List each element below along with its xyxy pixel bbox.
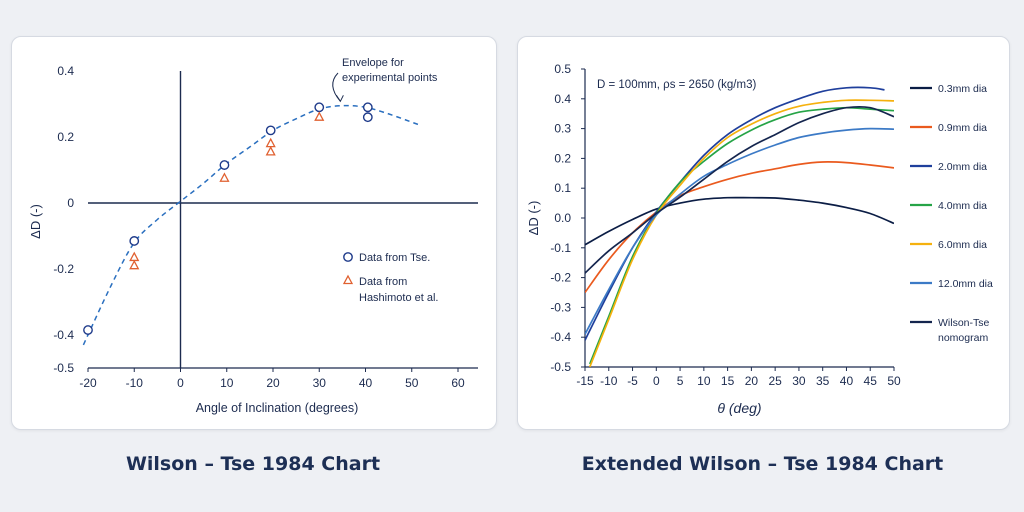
- x-tick-label: 50: [887, 374, 901, 388]
- y-tick-label: 0: [67, 196, 74, 210]
- x-tick-label: 40: [359, 376, 373, 390]
- x-tick-label: 30: [313, 376, 327, 390]
- tse-data-point: [83, 325, 93, 335]
- y-axis-label: ΔD (-): [526, 201, 541, 236]
- x-tick-label: 40: [840, 374, 854, 388]
- legend-label: 12.0mm dia: [938, 278, 993, 290]
- y-tick-label: -0.4: [550, 330, 571, 344]
- hashimoto-data-point: [265, 145, 276, 156]
- hashimoto-data-point: [265, 137, 276, 148]
- y-tick-label: 0.5: [554, 62, 571, 76]
- wilson-tse-chart-panel: -20 -10 0 10 20 30 40 50 60 0.4 0.2 0 -0.2 -0.4 -0.5 An…: [11, 36, 497, 430]
- y-tick-label: 0.1: [554, 181, 571, 195]
- x-tick-label: 45: [864, 374, 878, 388]
- tse-data-point: [362, 102, 373, 113]
- y-tick-label: 0.2: [57, 130, 74, 144]
- x-axis-label: Angle of Inclination (degrees): [196, 401, 359, 415]
- envelope-curve: [82, 104, 422, 346]
- y-tick-label: 0.2: [554, 151, 571, 165]
- y-tick-label: -0.2: [53, 262, 74, 276]
- x-tick-label: 10: [697, 374, 711, 388]
- x-tick-label: 5: [677, 374, 684, 388]
- hashimoto-data-point: [129, 251, 140, 262]
- wilson-tse-chart: -20 -10 0 10 20 30 40 50 60 0.4 0.2 0 -0.2 -0.4 -0.5 An…: [28, 57, 478, 415]
- x-tick-label: 25: [768, 374, 782, 388]
- tse-data-point: [362, 112, 373, 123]
- right-chart-caption: Extended Wilson – Tse 1984 Chart: [581, 453, 944, 475]
- tse-data-point: [129, 236, 140, 246]
- y-tick-label: -0.2: [550, 271, 571, 285]
- series-line: [589, 99, 894, 367]
- x-tick-label: -15: [576, 374, 594, 388]
- legend-label: 4.0mm dia: [938, 200, 987, 212]
- x-tick-label: 35: [816, 374, 830, 388]
- tse-data-point: [265, 125, 276, 136]
- x-tick-label: 50: [405, 376, 419, 390]
- y-tick-label: -0.4: [53, 328, 74, 342]
- y-tick-label: -0.3: [550, 300, 571, 314]
- x-tick-label: 30: [792, 374, 806, 388]
- extended-wilson-tse-chart-panel: -15 -10 -5 0 5 10 15 20 25 30 35 40 45 50 0.5 0.4 0.3 0.2…: [517, 36, 1010, 430]
- x-tick-label: -20: [79, 376, 97, 390]
- x-tick-label: 0: [177, 376, 184, 390]
- series-line: [585, 105, 894, 274]
- x-tick-label: 60: [451, 376, 465, 390]
- series-line: [585, 127, 894, 335]
- series-line: [589, 106, 894, 365]
- x-tick-label: 20: [745, 374, 759, 388]
- left-chart-caption: Wilson – Tse 1984 Chart: [125, 453, 381, 475]
- conditions-annotation: D = 100mm, ρs = 2650 (kg/m3): [597, 79, 756, 91]
- hashimoto-data-point: [219, 172, 230, 182]
- legend-triangle-marker: [342, 274, 354, 285]
- x-axis-label: θ (deg): [717, 400, 761, 416]
- annotation-arrow-head: [335, 95, 344, 103]
- annotation-arrow-shaft: [332, 72, 341, 102]
- legend-label-hashimoto-line1: Data from: [359, 276, 407, 288]
- tse-data-point: [219, 160, 230, 170]
- legend-label-tse: Data from Tse.: [359, 252, 430, 264]
- y-tick-label: -0.5: [53, 361, 74, 375]
- x-tick-label: 10: [220, 376, 234, 390]
- y-tick-label: 0.3: [554, 122, 571, 136]
- legend-label: 0.3mm dia: [938, 83, 987, 95]
- y-tick-label: 0.4: [57, 64, 74, 78]
- series-line: [585, 86, 885, 341]
- legend-label-hashimoto-line2: Hashimoto et al.: [359, 292, 438, 304]
- legend-label-line1: Wilson-Tse: [938, 317, 990, 329]
- series-line: [585, 196, 894, 246]
- envelope-annotation-line1: Envelope for: [342, 57, 404, 69]
- legend-label: 0.9mm dia: [938, 122, 987, 134]
- y-axis-label: ΔD (-): [28, 204, 43, 239]
- x-tick-label: -10: [126, 376, 144, 390]
- x-tick-label: -5: [627, 374, 638, 388]
- y-tick-label: -0.5: [550, 360, 571, 374]
- legend-label-line2: nomogram: [938, 332, 988, 344]
- x-tick-label: 15: [721, 374, 735, 388]
- legend-label: 6.0mm dia: [938, 239, 987, 251]
- x-tick-label: 20: [266, 376, 280, 390]
- envelope-annotation-line2: experimental points: [342, 72, 438, 84]
- y-tick-label: 0.4: [554, 92, 571, 106]
- y-tick-label: 0.0: [554, 211, 571, 225]
- legend-label: 2.0mm dia: [938, 161, 987, 173]
- x-tick-label: -10: [600, 374, 618, 388]
- y-tick-label: -0.1: [550, 241, 571, 255]
- hashimoto-data-point: [314, 111, 325, 121]
- series-line: [585, 161, 894, 293]
- extended-wilson-tse-chart: -15 -10 -5 0 5 10 15 20 25 30 35 40 45 50 0.5 0.4 0.3 0.2…: [526, 62, 993, 416]
- hashimoto-data-point: [129, 259, 140, 270]
- x-tick-label: 0: [653, 374, 660, 388]
- legend-circle-marker: [343, 252, 353, 262]
- tse-data-point: [314, 102, 325, 113]
